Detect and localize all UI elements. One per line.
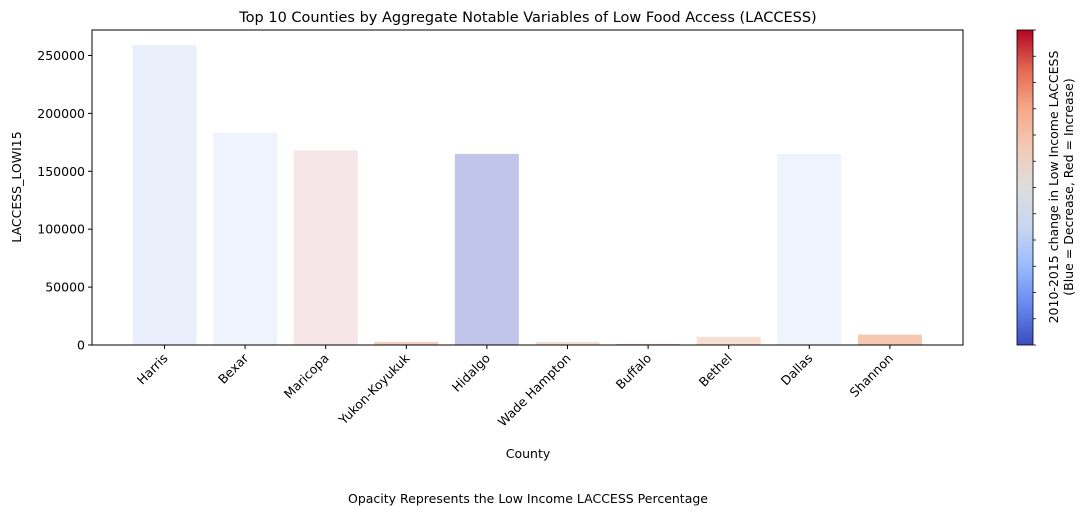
plot-frame xyxy=(91,29,964,346)
chart-title: Top 10 Counties by Aggregate Notable Var… xyxy=(238,10,816,26)
bar-maricopa xyxy=(293,150,358,345)
colorbar-label-line2: (Blue = Decrease, Red = Increase) xyxy=(1061,78,1076,295)
bar-buffalo xyxy=(616,343,681,345)
x-tick-label: Bexar xyxy=(215,350,252,387)
y-tick-label: 0 xyxy=(77,338,85,353)
bar-hidalgo xyxy=(454,153,519,345)
x-tick-label: Shannon xyxy=(847,351,896,400)
bar-bexar xyxy=(213,133,278,345)
x-axis: Harris Bexar Maricopa Yukon-Koyukuk Hidalgo W… xyxy=(134,345,896,429)
x-tick-label: Dallas xyxy=(778,351,816,389)
bar-shannon xyxy=(857,334,922,345)
x-tick-label: Harris xyxy=(134,351,171,388)
colorbar-gradient xyxy=(1016,29,1034,346)
bar-yukon-koyukuk xyxy=(374,341,439,345)
x-tick-label: Yukon-Koyukuk xyxy=(335,350,413,428)
y-axis-label: LACCESS_LOWI15 xyxy=(9,131,24,242)
x-tick-label: Buffalo xyxy=(613,351,655,393)
colorbar: 2010-2015 change in Low Income LACCESS (… xyxy=(1016,29,1076,346)
x-tick-label: Hidalgo xyxy=(449,351,493,395)
y-tick-label: 200000 xyxy=(37,106,85,121)
bar-bethel xyxy=(696,336,761,345)
bar-wade-hampton xyxy=(535,342,600,345)
x-axis-label: County xyxy=(506,446,551,461)
bar-dallas xyxy=(777,153,842,345)
chart-footnote: Opacity Represents the Low Income LACCES… xyxy=(348,491,708,506)
y-tick-label: 150000 xyxy=(37,164,85,179)
x-tick-label: Wade Hampton xyxy=(495,351,574,430)
bars-group xyxy=(132,45,922,345)
y-axis: 0 50000 100000 150000 200000 250000 xyxy=(37,48,92,353)
colorbar-ticks xyxy=(1033,29,1036,346)
y-tick-label: 100000 xyxy=(37,222,85,237)
colorbar-label-line1: 2010-2015 change in Low Income LACCESS xyxy=(1046,51,1061,324)
x-tick-label: Maricopa xyxy=(281,351,332,402)
y-tick-label: 50000 xyxy=(45,280,85,295)
bar-harris xyxy=(132,45,197,345)
x-tick-label: Bethel xyxy=(696,351,735,390)
y-tick-label: 250000 xyxy=(37,48,85,63)
